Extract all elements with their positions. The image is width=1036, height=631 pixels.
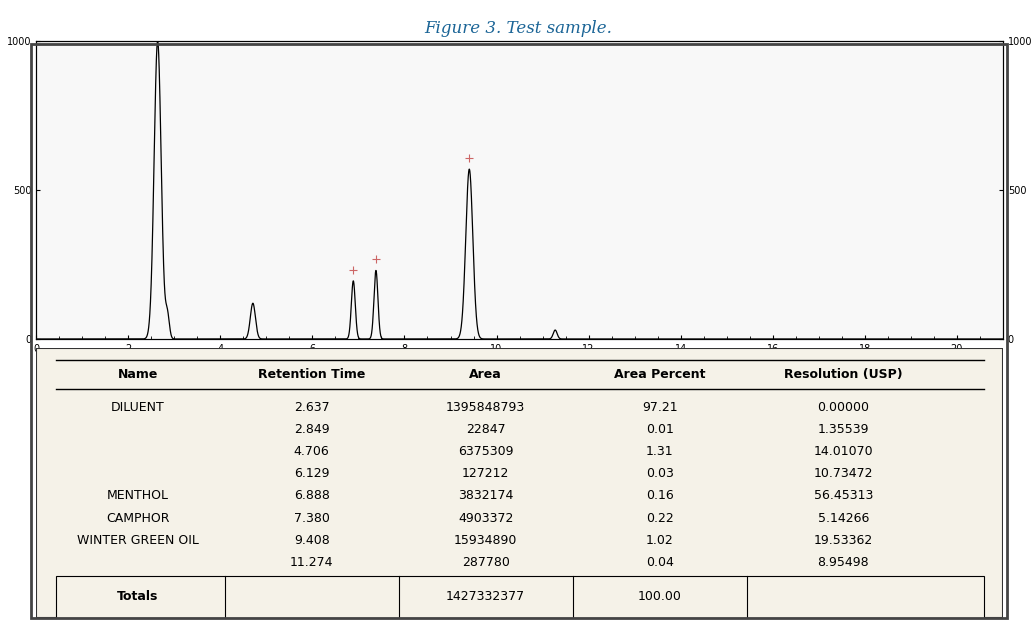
Text: Retention Time: Retention Time: [258, 368, 366, 381]
Text: Area Percent: Area Percent: [614, 368, 706, 381]
Point: [219, 572, 231, 580]
Text: 1.35539: 1.35539: [817, 423, 869, 436]
Point: [567, 572, 579, 580]
Text: 0.01: 0.01: [645, 423, 673, 436]
Text: MENTHOL: MENTHOL: [107, 490, 169, 502]
Text: CAMPHOR: CAMPHOR: [106, 512, 170, 524]
Point: [741, 572, 753, 580]
Text: 0.22: 0.22: [645, 512, 673, 524]
Text: 1.31: 1.31: [645, 445, 673, 458]
Text: 14.01070: 14.01070: [813, 445, 873, 458]
Text: 287780: 287780: [462, 556, 510, 569]
Text: 0.04: 0.04: [645, 556, 673, 569]
Text: Totals: Totals: [117, 591, 159, 603]
Point: [219, 614, 231, 622]
Text: Name: Name: [117, 368, 157, 381]
Text: 100.00: 100.00: [638, 591, 682, 603]
Y-axis label: Volts: Volts: [0, 177, 1, 203]
Text: 0.03: 0.03: [645, 467, 673, 480]
Point: [393, 572, 405, 580]
Text: WINTER GREEN OIL: WINTER GREEN OIL: [77, 534, 199, 547]
Text: Resolution (USP): Resolution (USP): [784, 368, 902, 381]
Text: 4.706: 4.706: [294, 445, 329, 458]
Text: 127212: 127212: [462, 467, 510, 480]
Bar: [56, 576, 983, 618]
Text: 6375309: 6375309: [458, 445, 514, 458]
Text: 1395848793: 1395848793: [447, 401, 525, 413]
X-axis label: Minutes: Minutes: [497, 360, 542, 369]
Text: 19.53362: 19.53362: [813, 534, 873, 547]
Text: 1.02: 1.02: [645, 534, 673, 547]
Text: 22847: 22847: [466, 423, 506, 436]
Point: [567, 614, 579, 622]
Text: Area: Area: [469, 368, 502, 381]
Text: 2.637: 2.637: [294, 401, 329, 413]
Text: 8.95498: 8.95498: [817, 556, 869, 569]
Text: 1427332377: 1427332377: [447, 591, 525, 603]
Text: 4903372: 4903372: [458, 512, 514, 524]
Text: 9.408: 9.408: [294, 534, 329, 547]
Text: 5.14266: 5.14266: [817, 512, 869, 524]
Text: 11.274: 11.274: [290, 556, 334, 569]
Text: 56.45313: 56.45313: [813, 490, 873, 502]
Text: 10.73472: 10.73472: [813, 467, 873, 480]
Point: [393, 614, 405, 622]
Text: 0.16: 0.16: [645, 490, 673, 502]
Text: Figure 3. Test sample.: Figure 3. Test sample.: [424, 20, 612, 37]
Text: 0.00000: 0.00000: [817, 401, 869, 413]
Point: [741, 614, 753, 622]
Text: 6.888: 6.888: [294, 490, 329, 502]
Text: 7.380: 7.380: [294, 512, 329, 524]
Text: 15934890: 15934890: [454, 534, 517, 547]
Text: 2.849: 2.849: [294, 423, 329, 436]
Text: 97.21: 97.21: [642, 401, 678, 413]
Text: 6.129: 6.129: [294, 467, 329, 480]
Text: DILUENT: DILUENT: [111, 401, 165, 413]
Text: 3832174: 3832174: [458, 490, 514, 502]
